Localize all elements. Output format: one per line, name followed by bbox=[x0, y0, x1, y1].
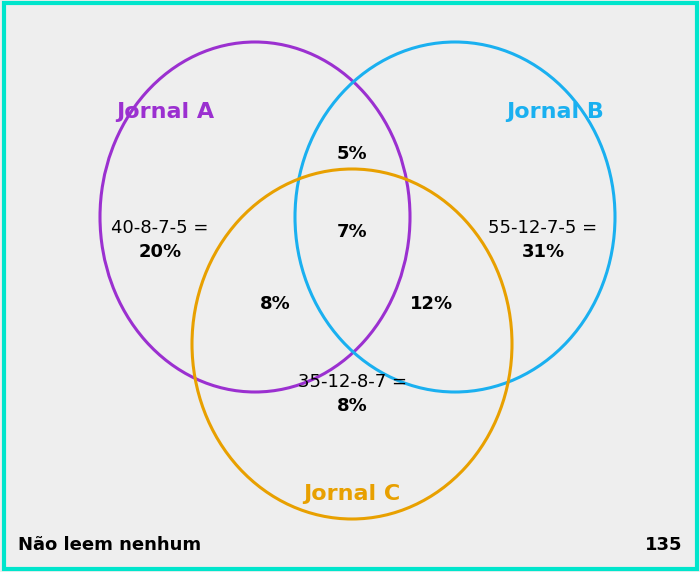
Text: 135: 135 bbox=[645, 536, 682, 554]
Text: Jornal B: Jornal B bbox=[506, 102, 604, 122]
Text: 55-12-7-5 =: 55-12-7-5 = bbox=[489, 219, 598, 237]
Text: Jornal A: Jornal A bbox=[116, 102, 214, 122]
Text: 8%: 8% bbox=[260, 295, 290, 313]
Text: 35-12-8-7 =: 35-12-8-7 = bbox=[298, 373, 407, 391]
Text: 7%: 7% bbox=[337, 223, 368, 241]
Text: 5%: 5% bbox=[337, 145, 368, 163]
Text: 20%: 20% bbox=[139, 243, 181, 261]
Text: 31%: 31% bbox=[522, 243, 565, 261]
Text: 8%: 8% bbox=[337, 397, 368, 415]
Text: Jornal C: Jornal C bbox=[303, 484, 400, 504]
Text: 40-8-7-5 =: 40-8-7-5 = bbox=[111, 219, 209, 237]
Text: 12%: 12% bbox=[410, 295, 454, 313]
Text: Não leem nenhum: Não leem nenhum bbox=[18, 536, 201, 554]
